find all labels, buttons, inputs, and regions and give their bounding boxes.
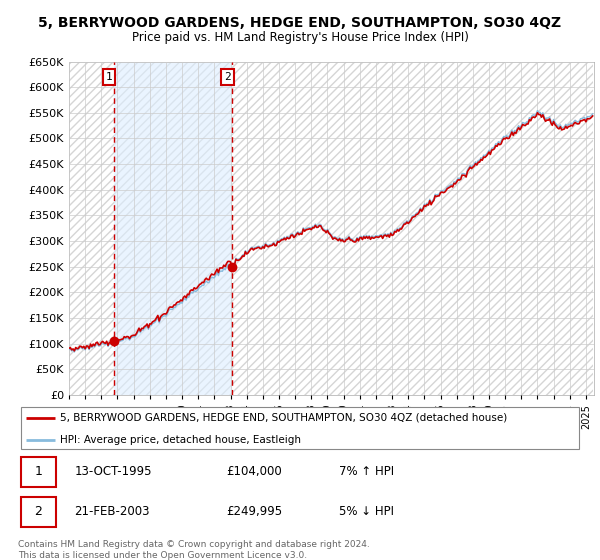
Text: 5% ↓ HPI: 5% ↓ HPI <box>340 505 394 518</box>
Text: 5, BERRYWOOD GARDENS, HEDGE END, SOUTHAMPTON, SO30 4QZ (detached house): 5, BERRYWOOD GARDENS, HEDGE END, SOUTHAM… <box>60 413 508 423</box>
Text: HPI: Average price, detached house, Eastleigh: HPI: Average price, detached house, East… <box>60 435 301 445</box>
Text: 1: 1 <box>34 465 42 478</box>
Text: £249,995: £249,995 <box>227 505 283 518</box>
FancyBboxPatch shape <box>21 407 579 450</box>
Text: Contains HM Land Registry data © Crown copyright and database right 2024.
This d: Contains HM Land Registry data © Crown c… <box>18 540 370 560</box>
Text: 5, BERRYWOOD GARDENS, HEDGE END, SOUTHAMPTON, SO30 4QZ: 5, BERRYWOOD GARDENS, HEDGE END, SOUTHAM… <box>38 16 562 30</box>
Text: 2: 2 <box>224 72 231 82</box>
Bar <box>114 62 232 395</box>
FancyBboxPatch shape <box>21 497 56 526</box>
Text: 2: 2 <box>34 505 42 518</box>
FancyBboxPatch shape <box>21 457 56 487</box>
Point <box>227 262 237 271</box>
Text: 21-FEB-2003: 21-FEB-2003 <box>74 505 150 518</box>
Text: £104,000: £104,000 <box>227 465 283 478</box>
Text: 7% ↑ HPI: 7% ↑ HPI <box>340 465 395 478</box>
Point <box>109 337 119 346</box>
Text: 1: 1 <box>106 72 113 82</box>
Text: Price paid vs. HM Land Registry's House Price Index (HPI): Price paid vs. HM Land Registry's House … <box>131 31 469 44</box>
Text: 13-OCT-1995: 13-OCT-1995 <box>74 465 152 478</box>
